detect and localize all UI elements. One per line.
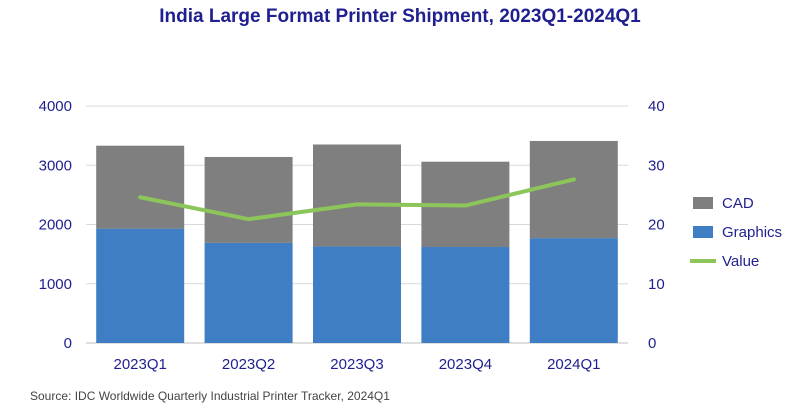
- value-line: [138, 177, 576, 222]
- left-tick-label: 3000: [39, 157, 72, 174]
- category-labels: 2023Q1 2023Q2 2023Q3 2023Q4 2024Q1: [114, 356, 601, 373]
- right-tick-label: 20: [648, 217, 665, 234]
- bar-graphics-2023q2: [204, 242, 293, 343]
- legend-label-cad: CAD: [722, 195, 754, 212]
- right-tick-label: 10: [648, 276, 665, 293]
- bar-graphics-2023q4: [421, 247, 510, 343]
- category-label: 2023Q3: [330, 356, 383, 373]
- bar-cad-2023q3: [313, 144, 401, 247]
- bars: [96, 140, 618, 343]
- bar-graphics-2024q1: [529, 238, 618, 343]
- left-axis-ticks: 0 1000 2000 3000 4000: [39, 98, 72, 352]
- left-tick-label: 0: [64, 335, 72, 352]
- left-tick-label: 2000: [39, 217, 72, 234]
- legend-label-graphics: Graphics: [722, 224, 782, 241]
- category-label: 2023Q4: [439, 356, 492, 373]
- source-note: Source: IDC Worldwide Quarterly Industri…: [30, 389, 390, 403]
- bar-graphics-2023q3: [313, 246, 401, 343]
- chart-title: India Large Format Printer Shipment, 202…: [159, 6, 641, 27]
- legend-label-value: Value: [722, 253, 759, 270]
- left-tick-label: 1000: [39, 276, 72, 293]
- bar-cad-2024q1: [529, 140, 618, 239]
- left-tick-label: 4000: [39, 98, 72, 115]
- bar-cad-2023q2: [204, 156, 293, 243]
- category-label: 2024Q1: [547, 356, 600, 373]
- legend: CAD Graphics Value: [690, 195, 782, 270]
- right-tick-label: 30: [648, 157, 665, 174]
- category-label: 2023Q2: [222, 356, 275, 373]
- bar-graphics-2023q1: [96, 228, 185, 343]
- right-tick-label: 0: [648, 335, 656, 352]
- category-label: 2023Q1: [114, 356, 167, 373]
- legend-swatch-graphics: [693, 226, 713, 238]
- right-axis-ticks: 0 10 20 30 40: [648, 98, 665, 352]
- legend-swatch-cad: [693, 197, 713, 209]
- bar-cad-2023q1: [96, 145, 185, 229]
- right-tick-label: 40: [648, 98, 665, 115]
